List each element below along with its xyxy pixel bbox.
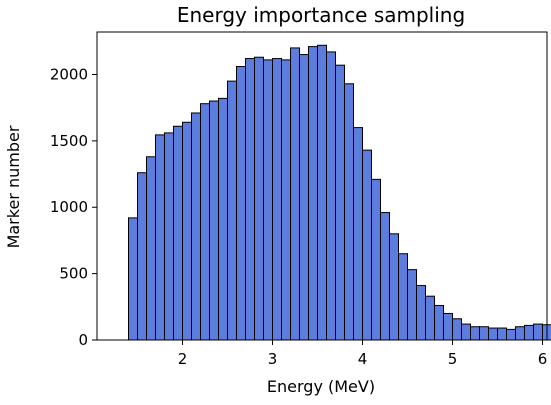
histogram-bar xyxy=(263,59,273,341)
histogram-bar xyxy=(146,156,156,341)
histogram-bar xyxy=(191,112,201,341)
histogram-bar xyxy=(479,326,489,341)
histogram-bar xyxy=(398,253,408,341)
histogram-bar xyxy=(425,295,435,341)
y-axis-label: Marker number xyxy=(4,125,23,248)
y-tick-label: 2000 xyxy=(50,65,88,83)
histogram-bar xyxy=(155,134,165,341)
histogram-bar xyxy=(272,58,282,341)
histogram-bar xyxy=(389,233,399,341)
histogram-bar xyxy=(209,100,219,341)
histogram-bar xyxy=(371,178,381,341)
histogram-bar xyxy=(533,323,543,341)
histogram-bar xyxy=(290,47,300,341)
histogram-bar xyxy=(137,172,147,341)
histogram-bar xyxy=(488,327,498,341)
y-tick-label: 1500 xyxy=(50,132,88,150)
histogram-bar xyxy=(227,80,237,341)
histogram-bar xyxy=(344,83,354,341)
histogram-bar xyxy=(173,125,183,341)
histogram-bar xyxy=(317,44,327,341)
x-axis-ticks: 2 3 4 5 6 xyxy=(178,340,548,368)
histogram-bar xyxy=(362,149,372,341)
histogram-bar xyxy=(299,54,309,341)
histogram-bar xyxy=(443,312,453,341)
histogram-bar xyxy=(236,66,246,341)
x-tick-label: 4 xyxy=(358,350,368,368)
histogram-bar xyxy=(281,59,291,341)
histogram-bar xyxy=(461,323,471,341)
histogram-bar xyxy=(308,46,318,341)
histogram-bar xyxy=(407,269,417,341)
x-tick-label: 5 xyxy=(448,350,458,368)
histogram-bar xyxy=(470,326,480,341)
histogram-bar xyxy=(524,324,534,341)
histogram-bar xyxy=(326,51,336,341)
x-tick-label: 6 xyxy=(538,350,548,368)
histogram-bar xyxy=(416,285,426,341)
histogram-bar xyxy=(164,132,174,341)
histogram-bar xyxy=(506,328,516,341)
histogram-bar xyxy=(353,127,363,341)
x-tick-label: 2 xyxy=(178,350,188,368)
histogram-bar xyxy=(497,327,507,341)
histogram-bar xyxy=(434,304,444,341)
chart-title: Energy importance sampling xyxy=(177,3,465,27)
histogram-bar xyxy=(515,326,525,341)
histogram-bar xyxy=(254,56,264,341)
histogram-bar xyxy=(335,64,345,341)
y-tick-label: 0 xyxy=(78,331,88,349)
histogram-bar xyxy=(128,217,138,341)
histogram-bar xyxy=(380,212,390,341)
y-tick-label: 500 xyxy=(59,265,88,283)
y-tick-label: 1000 xyxy=(50,198,88,216)
histogram-bar xyxy=(182,121,192,341)
x-tick-label: 3 xyxy=(268,350,278,368)
x-axis-label: Energy (MeV) xyxy=(267,377,375,396)
histogram-bar xyxy=(200,103,210,341)
y-axis-ticks: 0 500 1000 1500 2000 xyxy=(50,65,97,349)
histogram-bar xyxy=(245,58,255,341)
plot-frame xyxy=(96,31,548,341)
histogram-bar xyxy=(218,97,228,341)
bars-group xyxy=(128,44,551,341)
histogram-bar xyxy=(452,318,462,341)
